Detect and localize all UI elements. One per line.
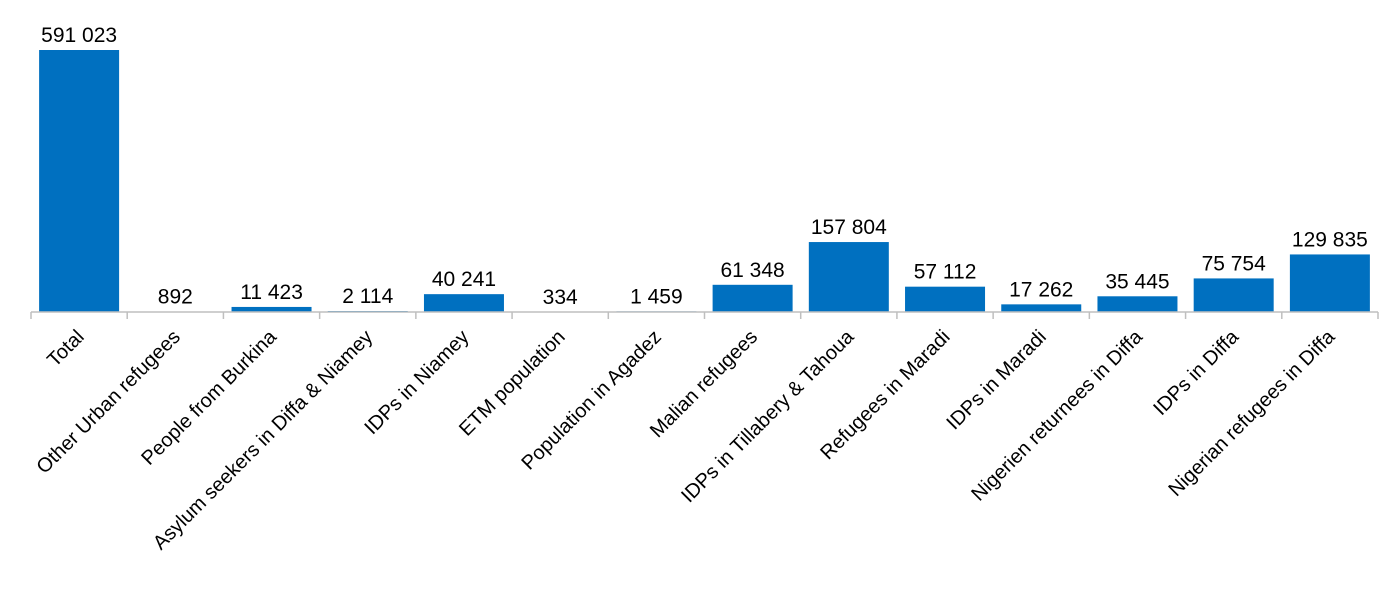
- bar-8: [808, 242, 889, 312]
- x-tick-label-8: IDPs in Tillabery & Tahoua: [677, 325, 859, 507]
- bar-7: [712, 284, 793, 312]
- value-label-12: 75 754: [1202, 252, 1267, 275]
- x-tick-label-10: IDPs in Maradi: [942, 326, 1050, 434]
- bar-9: [905, 286, 986, 312]
- value-label-6: 1 459: [630, 285, 683, 308]
- x-tick-label-11: Nigerien returnees in Diffa: [967, 325, 1147, 505]
- value-labels-layer: 591 023 892 11 423 2 114 40 241 334 1 459 61 34…: [41, 24, 1368, 309]
- x-tick-label-3: Asylum seekers in Diffa & Niamey: [149, 326, 377, 554]
- x-tick-label-13: Nigerian refugees in Diffa: [1165, 325, 1340, 500]
- value-label-3: 2 114: [342, 285, 393, 308]
- bar-11: [1097, 296, 1178, 312]
- value-label-4: 40 241: [432, 268, 496, 291]
- value-label-8: 157 804: [811, 216, 887, 239]
- bar-10: [1001, 304, 1082, 312]
- x-axis: [30, 311, 1379, 319]
- value-label-5: 334: [543, 286, 578, 309]
- bar-13: [1289, 254, 1370, 312]
- value-label-7: 61 348: [720, 259, 784, 282]
- value-label-9: 57 112: [914, 261, 977, 284]
- bars-layer: [39, 50, 1370, 312]
- value-label-13: 129 835: [1292, 228, 1368, 251]
- value-label-2: 11 423: [240, 281, 303, 304]
- bar-0: [39, 50, 120, 312]
- x-tick-label-4: IDPs in Niamey: [360, 326, 473, 439]
- value-label-11: 35 445: [1105, 270, 1169, 293]
- x-tick-label-12: IDPs in Diffa: [1149, 325, 1244, 420]
- bar-12: [1193, 278, 1274, 312]
- x-tick-label-0: Total: [43, 326, 88, 371]
- bar-4: [423, 294, 504, 312]
- value-label-1: 892: [158, 286, 193, 309]
- bar-2: [231, 306, 312, 312]
- value-label-0: 591 023: [41, 24, 117, 47]
- value-label-10: 17 262: [1009, 278, 1073, 301]
